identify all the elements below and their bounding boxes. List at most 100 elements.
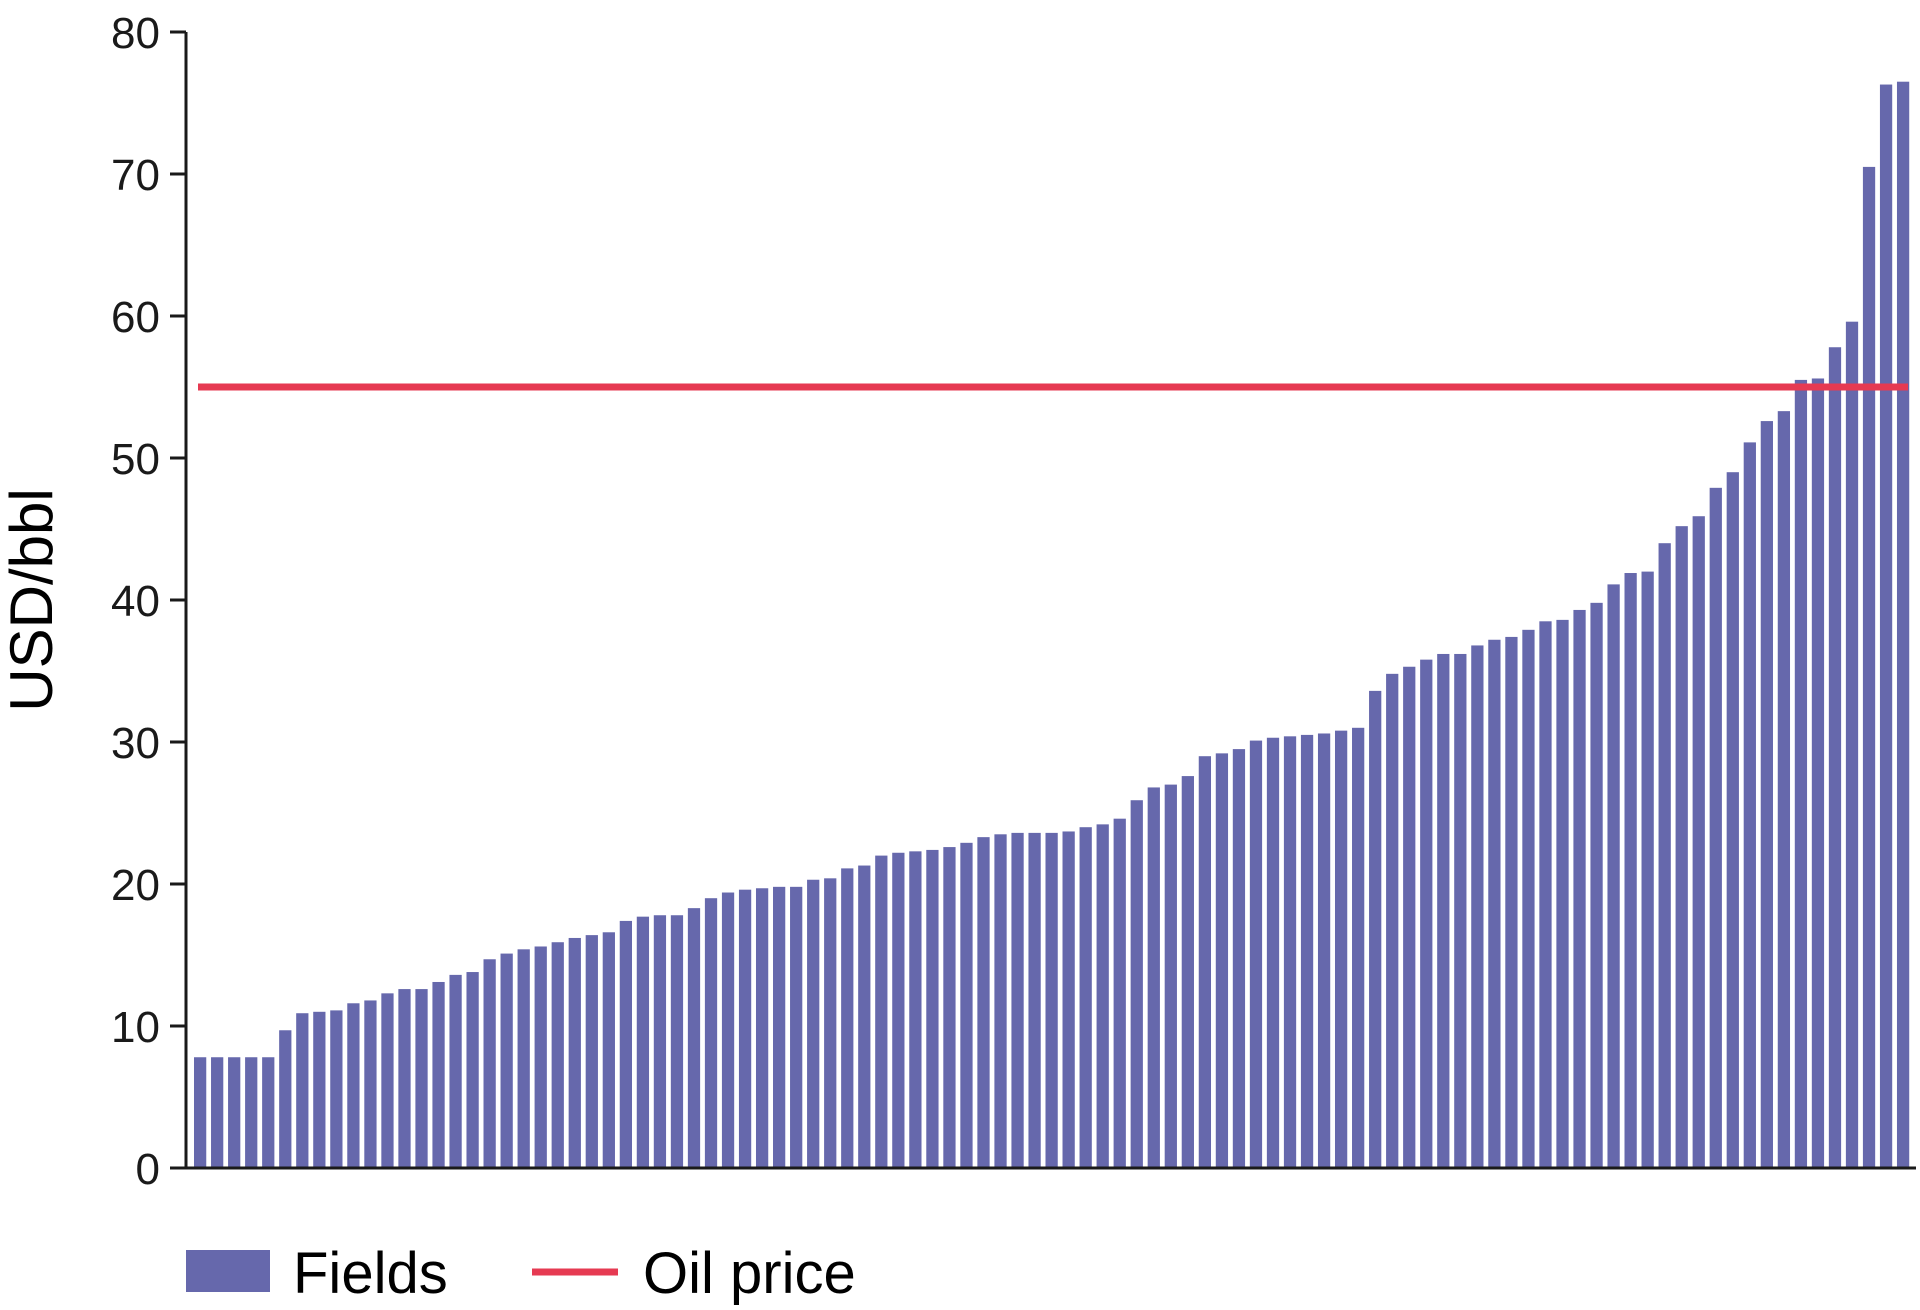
bar-field-29 [670, 915, 684, 1168]
bar-field-86 [1641, 571, 1654, 1168]
bar-field-88 [1675, 526, 1688, 1168]
y-tick-label-70: 70 [111, 151, 160, 200]
bar-field-100 [1879, 84, 1893, 1168]
bar-field-83 [1590, 602, 1603, 1168]
bar-field-21 [534, 946, 547, 1168]
bar-field-99 [1862, 166, 1876, 1168]
bar-field-23 [568, 937, 581, 1168]
y-tick-label-50: 50 [111, 435, 160, 484]
bar-field-68 [1334, 730, 1348, 1168]
bar-field-39 [841, 868, 854, 1168]
bar-field-13 [398, 989, 411, 1168]
y-ticks: 0 10 20 30 40 50 60 70 80 [111, 9, 186, 1194]
bar-field-8 [313, 1011, 326, 1168]
bar-field-10 [347, 1003, 360, 1168]
bar-field-32 [721, 892, 735, 1168]
legend-label-fields: Fields [293, 1241, 448, 1306]
bar-field-65 [1283, 736, 1297, 1168]
bar-field-17 [466, 972, 479, 1168]
bar-field-7 [296, 1013, 309, 1168]
bar-field-61 [1215, 753, 1229, 1168]
bar-field-24 [585, 935, 598, 1168]
y-axis-title: USD/bbl [0, 488, 65, 711]
bar-field-90 [1709, 487, 1722, 1168]
bar-field-84 [1607, 584, 1620, 1168]
bar-field-70 [1369, 690, 1382, 1168]
bar-field-22 [551, 942, 564, 1168]
bar-field-2 [211, 1057, 224, 1168]
bar-field-76 [1471, 645, 1484, 1168]
bar-field-75 [1454, 653, 1467, 1168]
legend: Fields Oil price [186, 1241, 856, 1306]
bar-field-31 [704, 898, 718, 1168]
bar-field-47 [977, 837, 990, 1168]
bar-field-19 [500, 953, 513, 1168]
y-tick-label-40: 40 [111, 577, 160, 626]
bar-field-69 [1352, 727, 1365, 1168]
bar-field-48 [994, 834, 1007, 1168]
bar-field-53 [1079, 827, 1092, 1168]
bar-field-18 [483, 959, 496, 1168]
bar-field-6 [279, 1030, 292, 1168]
bar-field-27 [636, 916, 650, 1168]
bar-field-79 [1522, 629, 1535, 1168]
bars-layer [194, 81, 1910, 1169]
bar-field-72 [1403, 666, 1416, 1168]
bar-field-36 [790, 886, 803, 1168]
bar-field-50 [1028, 832, 1041, 1168]
bar-field-66 [1300, 734, 1314, 1168]
bar-field-94 [1777, 411, 1791, 1168]
bar-field-12 [381, 993, 394, 1168]
y-tick-label-30: 30 [111, 719, 160, 768]
bar-field-49 [1011, 832, 1024, 1168]
bar-field-64 [1266, 737, 1280, 1168]
bar-field-101 [1896, 81, 1910, 1169]
bar-field-14 [415, 989, 428, 1168]
bar-field-92 [1743, 442, 1756, 1168]
bar-field-97 [1828, 347, 1842, 1168]
bar-field-43 [909, 851, 922, 1168]
bar-field-46 [960, 842, 973, 1168]
y-tick-label-80: 80 [111, 9, 160, 58]
bar-field-71 [1386, 673, 1399, 1168]
bar-field-93 [1760, 421, 1773, 1169]
bar-field-45 [943, 847, 956, 1168]
bar-field-5 [262, 1057, 275, 1168]
bar-field-77 [1488, 639, 1501, 1168]
bar-field-1 [194, 1057, 207, 1168]
bar-field-56 [1130, 800, 1143, 1168]
y-tick-label-20: 20 [111, 861, 160, 910]
bar-field-55 [1113, 818, 1126, 1168]
bar-field-95 [1794, 379, 1808, 1168]
bar-field-4 [245, 1057, 258, 1168]
bar-field-54 [1096, 824, 1109, 1168]
legend-swatch-fields [186, 1250, 270, 1292]
bar-field-35 [773, 886, 786, 1168]
bar-field-33 [738, 889, 752, 1168]
bar-field-80 [1539, 621, 1552, 1168]
bar-field-20 [517, 949, 530, 1168]
bar-field-73 [1420, 659, 1433, 1168]
y-tick-label-0: 0 [136, 1145, 160, 1194]
bar-field-58 [1164, 784, 1177, 1168]
bar-field-44 [926, 849, 939, 1168]
bar-field-25 [602, 932, 615, 1168]
bar-field-74 [1437, 653, 1450, 1168]
bar-field-82 [1573, 609, 1586, 1168]
bar-field-9 [330, 1010, 343, 1168]
bar-field-16 [449, 974, 462, 1168]
bar-field-91 [1726, 472, 1739, 1168]
bar-field-34 [755, 888, 769, 1168]
bar-field-96 [1811, 378, 1825, 1169]
bar-field-98 [1845, 321, 1859, 1168]
bar-field-41 [875, 855, 888, 1168]
bar-field-60 [1198, 756, 1212, 1168]
bar-field-87 [1658, 543, 1671, 1168]
bar-field-57 [1147, 787, 1160, 1168]
bar-field-62 [1232, 749, 1246, 1168]
bar-field-85 [1624, 573, 1637, 1168]
bar-field-28 [653, 915, 667, 1168]
bar-field-59 [1181, 776, 1194, 1168]
bar-field-11 [364, 1000, 377, 1168]
